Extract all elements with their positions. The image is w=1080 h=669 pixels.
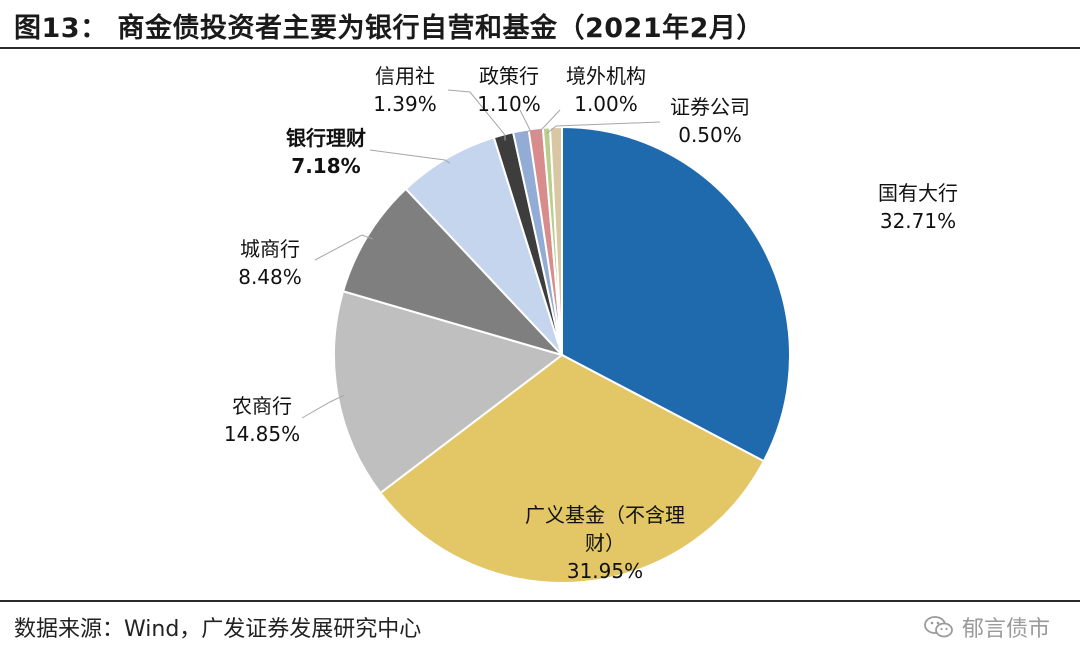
leader-line-8 bbox=[536, 109, 561, 135]
slice-label-5: 银行理财 bbox=[286, 126, 366, 150]
pie-slice-4 bbox=[341, 187, 566, 357]
slice-value-4: 8.48% bbox=[238, 265, 302, 289]
watermark: 郁言债市 bbox=[924, 611, 1050, 643]
slice-label-9: 证券公司 bbox=[670, 95, 750, 119]
slice-label-3: 农商行 bbox=[232, 394, 292, 418]
top-rule bbox=[0, 47, 1080, 49]
pie-slice-3 bbox=[333, 290, 565, 495]
slice-label-2-line-2: 财） bbox=[585, 531, 625, 555]
slice-value-9: 0.50% bbox=[678, 123, 742, 147]
figure-title: 图13： 商金债投资者主要为银行自营和基金（2021年2月） bbox=[14, 13, 764, 44]
watermark-text: 郁言债市 bbox=[961, 617, 1050, 642]
slice-value-5: 7.18% bbox=[291, 154, 360, 178]
leader-line-4 bbox=[314, 234, 373, 261]
wechat-icon bbox=[924, 616, 953, 638]
slice-value-6: 1.39% bbox=[373, 92, 437, 116]
slice-value-7: 1.10% bbox=[477, 92, 541, 116]
slice-label-7: 政策行 bbox=[479, 64, 539, 88]
slice-label-8: 境外机构 bbox=[566, 64, 646, 88]
leader-line-3 bbox=[301, 394, 344, 419]
source-note: 数据来源：Wind，广发证券发展研究中心 bbox=[14, 617, 422, 642]
slice-value-8: 1.00% bbox=[574, 92, 638, 116]
slice-label-6: 信用社 bbox=[375, 64, 435, 88]
bottom-rule bbox=[0, 600, 1080, 602]
slice-value-1: 32.71% bbox=[880, 209, 956, 233]
pie-slice-2 bbox=[379, 353, 766, 584]
leader-line-6 bbox=[447, 89, 506, 141]
slice-label-4: 城商行 bbox=[240, 237, 300, 261]
leader-line-7 bbox=[519, 109, 531, 137]
leader-line-9 bbox=[546, 121, 661, 134]
slice-value-2: 31.95% bbox=[567, 559, 643, 583]
slice-label-2: 广义基金（不含理 bbox=[525, 503, 685, 527]
leader-line-5 bbox=[369, 149, 451, 164]
pie-slice-5 bbox=[404, 136, 563, 356]
slice-label-1: 国有大行 bbox=[878, 181, 958, 205]
pie-slice-1 bbox=[561, 125, 792, 463]
pie-slice-10 bbox=[548, 125, 563, 356]
slice-value-3: 14.85% bbox=[224, 422, 300, 446]
